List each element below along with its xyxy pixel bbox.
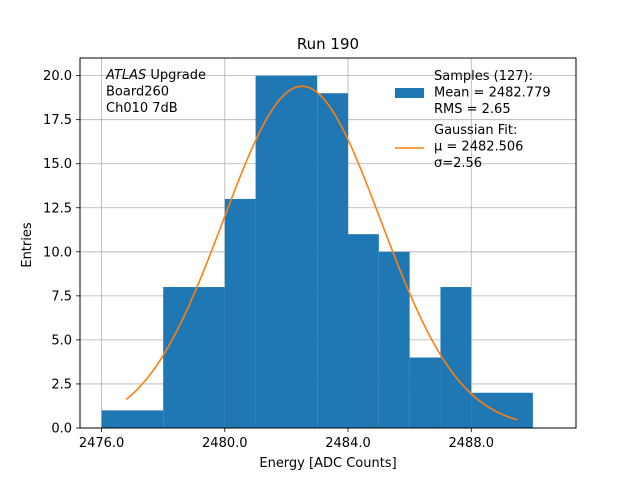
histogram-bar bbox=[255, 75, 318, 428]
x-tick-label: 2488.0 bbox=[449, 436, 495, 451]
histogram-bar bbox=[224, 198, 256, 428]
atlas-annotation: ATLAS Upgrade Board260 Ch010 7dB bbox=[105, 68, 206, 116]
x-axis-label: Energy [ADC Counts] bbox=[259, 456, 396, 471]
y-tick-label: 10.0 bbox=[43, 245, 72, 260]
x-tick-label: 2480.0 bbox=[202, 436, 248, 451]
histogram-bar bbox=[317, 93, 349, 428]
annotation-line: ATLAS Upgrade bbox=[105, 68, 206, 83]
legend: Samples (127): Mean = 2482.779 RMS = 2.6… bbox=[395, 69, 551, 171]
chart-title: Run 190 bbox=[297, 35, 359, 53]
y-tick-label: 15.0 bbox=[43, 157, 72, 172]
gaussian-fit-line bbox=[125, 85, 518, 421]
gaussian-fit bbox=[125, 85, 518, 421]
histogram-bar bbox=[101, 410, 164, 428]
histogram-bar bbox=[409, 357, 441, 428]
histogram-bars bbox=[101, 75, 533, 428]
histogram-bar bbox=[378, 251, 410, 428]
plot-frame bbox=[79, 57, 577, 429]
y-tick-label: 7.5 bbox=[51, 289, 72, 304]
x-tick-label: 2476.0 bbox=[79, 436, 125, 451]
legend-samples-text: Mean = 2482.779 bbox=[434, 86, 551, 101]
y-tick-label: 5.0 bbox=[51, 333, 72, 348]
histogram-bar bbox=[348, 234, 379, 428]
x-tick-label: 2484.0 bbox=[325, 436, 371, 451]
legend-samples-text: Samples (127): bbox=[434, 69, 533, 84]
y-tick-label: 12.5 bbox=[43, 201, 72, 216]
axis-ticks: 2476.0 2480.0 2484.0 2488.0 0.0 2.5 5.0 7.5 10.0… bbox=[43, 69, 494, 451]
legend-samples-text: RMS = 2.65 bbox=[434, 102, 511, 117]
legend-fit-text: μ = 2482.506 bbox=[434, 140, 523, 155]
histogram-bar bbox=[471, 392, 533, 428]
y-tick-label: 0.0 bbox=[51, 422, 72, 437]
histogram-bar bbox=[440, 287, 472, 428]
annotation-line: Board260 bbox=[106, 85, 169, 100]
y-axis-label: Entries bbox=[20, 222, 35, 268]
y-tick-label: 17.5 bbox=[43, 113, 72, 128]
legend-fit-text: σ=2.56 bbox=[434, 156, 482, 171]
legend-fit-text: Gaussian Fit: bbox=[434, 123, 517, 138]
annotation-line: Ch010 7dB bbox=[106, 101, 178, 116]
legend-samples-swatch bbox=[395, 88, 424, 98]
y-tick-label: 20.0 bbox=[43, 69, 72, 84]
y-tick-label: 2.5 bbox=[51, 377, 72, 392]
histogram-bar bbox=[163, 287, 225, 428]
